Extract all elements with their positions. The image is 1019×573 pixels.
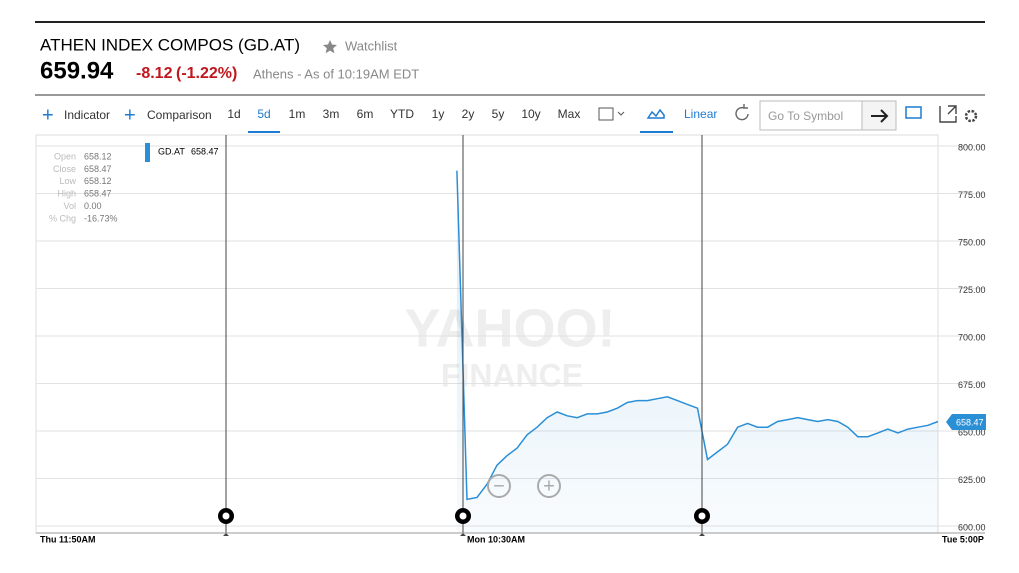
info-value: 0.00 [84,201,102,211]
axis-tick [460,533,466,536]
chart-type-icon[interactable] [646,108,665,119]
info-value: 658.47 [84,164,112,174]
axis-tick [699,533,705,536]
price-line [456,170,939,501]
undo-icon[interactable] [735,104,749,121]
y-tick-label: 650.00 [958,427,986,437]
watchlist-link[interactable]: Watchlist [345,38,398,53]
indicator-button[interactable]: Indicator [64,108,110,122]
info-label: % Chg [49,213,76,223]
last-price-label: 658.47 [956,417,984,427]
symbol-input[interactable] [759,100,863,131]
price-change-pct: (-1.22%) [176,65,237,82]
event-marker-inner [459,512,467,520]
y-tick-label: 675.00 [958,380,986,390]
quote-title: ATHEN INDEX COMPOS (GD.AT) [40,35,300,54]
settings-icon[interactable] [964,109,978,123]
event-marker-inner [698,512,706,520]
zoom-icon: − [493,475,505,497]
range-button[interactable]: Max [558,107,581,121]
axis-tick [223,533,229,536]
range-button[interactable]: 10y [521,107,540,121]
range-button[interactable]: YTD [390,107,414,121]
info-label: Close [53,164,76,174]
market-status: Athens - As of 10:19AM EDT [253,66,419,81]
price-change: -8.12 [136,65,173,82]
legend-value: 658.47 [191,146,219,156]
arrow-icon [871,109,889,123]
x-tick-label: Thu 11:50AM [40,534,96,544]
plus-icon[interactable]: + [42,104,54,126]
info-label: Vol [63,201,76,211]
calendar-icon[interactable] [598,107,614,121]
message-icon[interactable] [905,106,922,119]
y-tick-label: 725.00 [958,285,986,295]
info-label: Low [59,176,76,186]
star-icon[interactable] [323,40,337,54]
info-label: Open [54,151,76,161]
y-tick-label: 625.00 [958,475,986,485]
y-tick-label: 700.00 [958,332,986,342]
price: 659.94 [40,57,114,84]
zoom-button[interactable] [487,474,511,498]
zoom-button[interactable] [537,474,561,498]
plus-icon[interactable]: + [124,104,136,126]
dropdown-caret[interactable] [617,111,625,116]
chart: YAHOO! FINANCE − + [35,134,985,536]
symbol-placeholder: Go To Symbol [768,109,843,123]
legend-label[interactable]: GD.AT [158,146,185,156]
zoom-icon: + [543,475,555,497]
range-button[interactable]: 1y [432,107,445,121]
info-value: -16.73% [84,213,118,223]
share-icon[interactable] [939,105,957,123]
range-button[interactable]: 3m [323,107,340,121]
info-value: 658.12 [84,176,112,186]
info-value: 658.47 [84,189,112,199]
area-fill [456,170,938,533]
legend-swatch [145,143,150,162]
y-tick-label: 800.00 [958,142,986,152]
comparison-button[interactable]: Comparison [147,108,212,122]
range-button[interactable]: 5y [492,107,505,121]
range-button[interactable]: 6m [357,107,374,121]
x-tick-label: Tue 5:00P [942,534,984,544]
watermark: YAHOO! [404,298,615,358]
scale-button[interactable]: Linear [684,107,717,121]
event-marker-inner [222,512,230,520]
y-tick-label: 600.00 [958,522,986,532]
range-button[interactable]: 2y [462,107,475,121]
x-tick-label: Mon 10:30AM [467,534,525,544]
last-price-badge [946,414,986,430]
range-button[interactable]: 1m [289,107,306,121]
range-button[interactable]: 5d [257,107,270,121]
info-label: High [57,189,76,199]
y-tick-label: 750.00 [958,237,986,247]
watermark: FINANCE [441,357,583,393]
range-button[interactable]: 1d [227,107,240,121]
y-tick-label: 775.00 [958,190,986,200]
info-value: 658.12 [84,151,112,161]
toolbar: + Indicator + Comparison 1d 5d 1m 3m 6m YTD 1y… [42,100,978,133]
